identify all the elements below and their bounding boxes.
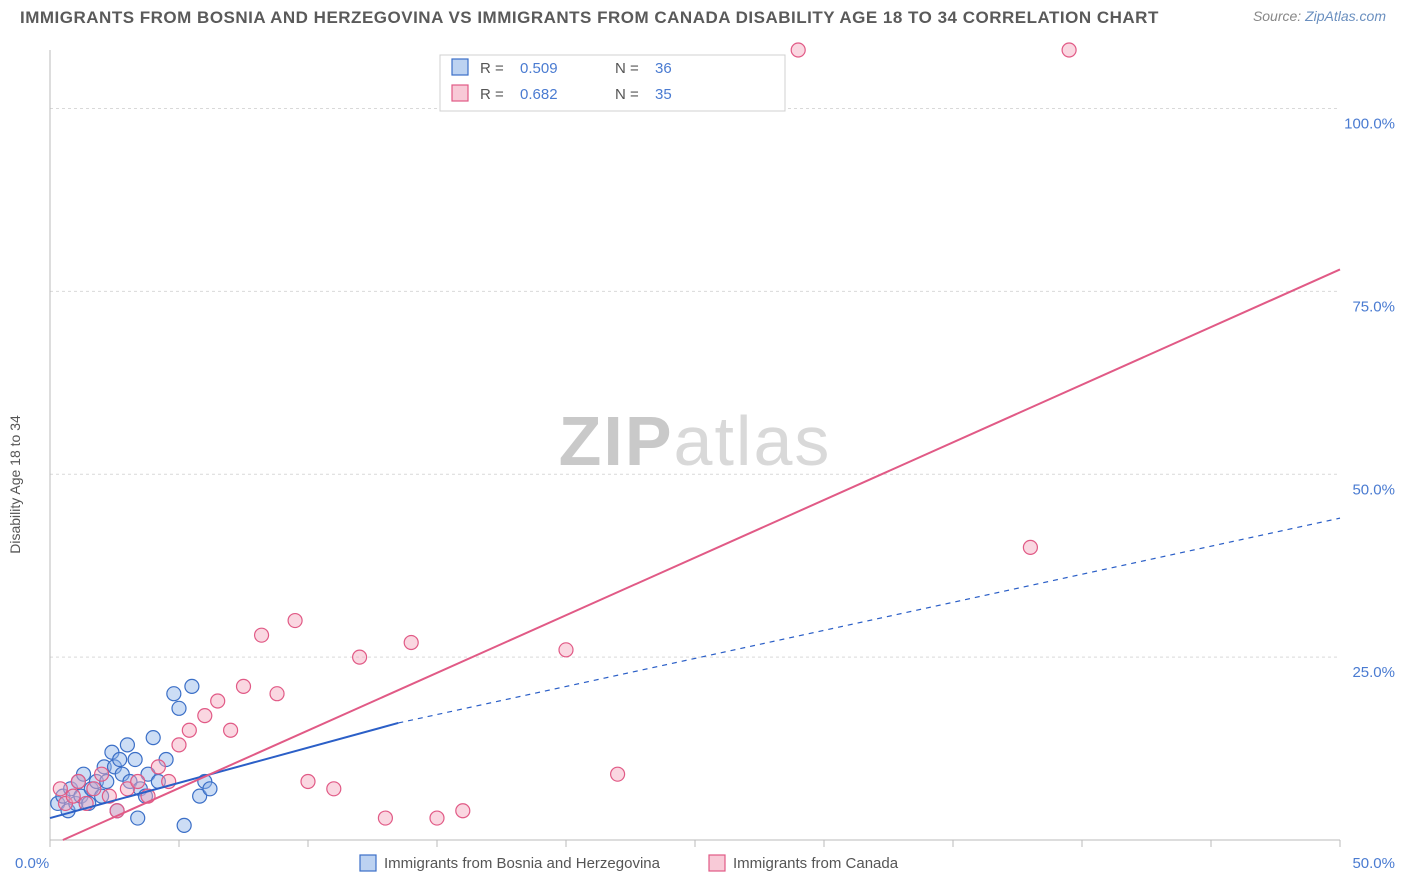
- data-point: [270, 687, 284, 701]
- bottom-legend-swatch: [360, 855, 376, 871]
- x-tick-label: 0.0%: [15, 855, 49, 872]
- data-point: [128, 753, 142, 767]
- data-point: [288, 614, 302, 628]
- data-point: [791, 43, 805, 57]
- legend-n-value: 35: [655, 86, 672, 103]
- y-tick-label: 25.0%: [1352, 664, 1395, 681]
- legend-r-label: R =: [480, 60, 504, 77]
- data-point: [95, 767, 109, 781]
- data-point: [66, 789, 80, 803]
- data-point: [151, 760, 165, 774]
- data-point: [120, 738, 134, 752]
- data-point: [559, 643, 573, 657]
- y-tick-label: 75.0%: [1352, 298, 1395, 315]
- data-point: [87, 782, 101, 796]
- legend-swatch: [452, 85, 468, 101]
- data-point: [237, 679, 251, 693]
- legend-r-label: R =: [480, 86, 504, 103]
- data-point: [404, 636, 418, 650]
- y-axis-title: Disability Age 18 to 34: [7, 415, 23, 554]
- y-tick-label: 50.0%: [1352, 481, 1395, 498]
- trend-line-ext: [398, 518, 1340, 723]
- data-point: [327, 782, 341, 796]
- watermark: ZIPatlas: [559, 402, 832, 480]
- correlation-scatter-chart: ZIPatlas 25.0% 50.0% 75.0% 100.0% 0.0% 50.0% Di…: [0, 40, 1406, 892]
- series-0: [51, 679, 217, 832]
- data-point: [167, 687, 181, 701]
- source-attribution: Source: ZipAtlas.com: [1253, 8, 1386, 24]
- data-point: [146, 731, 160, 745]
- data-point: [172, 738, 186, 752]
- data-point: [71, 774, 85, 788]
- chart-container: ZIPatlas 25.0% 50.0% 75.0% 100.0% 0.0% 50.0% Di…: [0, 40, 1406, 892]
- legend-swatch: [452, 59, 468, 75]
- legend-n-label: N =: [615, 86, 639, 103]
- x-tick-label: 50.0%: [1352, 855, 1395, 872]
- legend-r-value: 0.509: [520, 60, 558, 77]
- data-point: [53, 782, 67, 796]
- data-point: [182, 723, 196, 737]
- data-point: [185, 679, 199, 693]
- data-point: [131, 774, 145, 788]
- bottom-legend-label: Immigrants from Canada: [733, 855, 899, 872]
- data-point: [1023, 540, 1037, 554]
- data-point: [353, 650, 367, 664]
- data-point: [1062, 43, 1076, 57]
- data-point: [301, 774, 315, 788]
- source-label: Source:: [1253, 8, 1301, 24]
- data-point: [177, 818, 191, 832]
- data-point: [198, 709, 212, 723]
- bottom-legend-swatch: [709, 855, 725, 871]
- legend-n-value: 36: [655, 60, 672, 77]
- data-point: [203, 782, 217, 796]
- data-point: [131, 811, 145, 825]
- data-point: [113, 753, 127, 767]
- y-tick-label: 100.0%: [1344, 116, 1395, 133]
- data-point: [224, 723, 238, 737]
- data-point: [378, 811, 392, 825]
- data-point: [172, 701, 186, 715]
- bottom-legend-label: Immigrants from Bosnia and Herzegovina: [384, 855, 661, 872]
- legend-n-label: N =: [615, 60, 639, 77]
- source-link[interactable]: ZipAtlas.com: [1305, 8, 1386, 24]
- data-point: [211, 694, 225, 708]
- chart-title: IMMIGRANTS FROM BOSNIA AND HERZEGOVINA V…: [20, 8, 1159, 28]
- data-point: [430, 811, 444, 825]
- legend-r-value: 0.682: [520, 86, 558, 103]
- data-point: [611, 767, 625, 781]
- data-point: [456, 804, 470, 818]
- trend-line: [63, 269, 1340, 840]
- data-point: [255, 628, 269, 642]
